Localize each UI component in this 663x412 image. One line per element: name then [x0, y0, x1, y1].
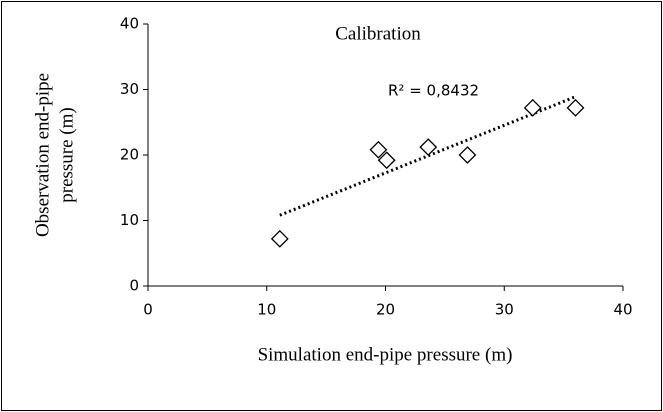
point — [270, 229, 289, 248]
x-tick-label: 10 — [257, 301, 276, 319]
y-axis-label-line: Observation end-pipe — [32, 73, 53, 237]
y-tick-label: 30 — [120, 80, 139, 98]
point — [523, 98, 542, 117]
x-axis-label: Simulation end-pipe pressure (m) — [258, 344, 513, 365]
x-tick-label: 40 — [613, 301, 632, 319]
point — [369, 140, 388, 159]
point — [377, 151, 396, 170]
chart-title: Calibration — [335, 23, 421, 44]
trendline-annotation: R² = 0,8432 — [388, 82, 479, 100]
point — [566, 98, 585, 117]
y-tick-label: 40 — [120, 15, 139, 33]
y-tick-label: 10 — [120, 211, 139, 229]
trendline — [279, 95, 577, 217]
point — [419, 138, 438, 157]
y-axis-label-line: pressure (m) — [56, 107, 77, 203]
x-tick-label: 0 — [143, 301, 153, 319]
x-tick-label: 20 — [376, 301, 395, 319]
y-tick-label: 0 — [129, 277, 139, 295]
point — [458, 146, 477, 164]
y-axis-label: Observation end-pipe pressure (m) — [32, 73, 77, 237]
x-tick-label: 30 — [495, 301, 514, 319]
y-tick-label: 20 — [120, 146, 139, 164]
